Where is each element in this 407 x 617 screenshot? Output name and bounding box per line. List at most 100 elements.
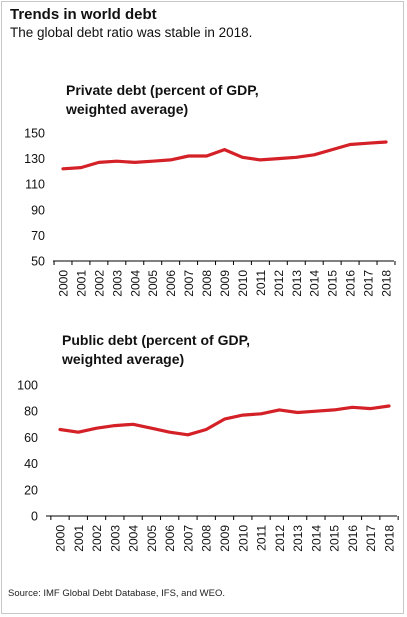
public-x-tick-label: 2011 (255, 525, 269, 551)
private-debt-point (366, 142, 370, 145)
public-y-tick-label: 100 (17, 379, 38, 393)
private-debt-point (133, 161, 136, 164)
private-debt-point (277, 157, 280, 160)
public-debt-point (205, 428, 208, 431)
public-debt-point (150, 427, 153, 430)
public-debt-point (131, 423, 135, 426)
public-x-tick-label: 2002 (90, 525, 104, 552)
private-debt-point (348, 143, 352, 146)
public-debt-point (296, 411, 299, 414)
private-x-tick-label: 2015 (326, 270, 340, 297)
private-x-tick-label: 2001 (74, 270, 88, 297)
public-debt-point (332, 408, 336, 412)
private-y-tick-label: 90 (31, 203, 45, 217)
public-debt-point (113, 424, 117, 427)
public-debt-point (369, 407, 372, 410)
public-debt-point (241, 413, 244, 417)
public-x-tick-label: 2004 (127, 525, 141, 552)
public-x-tick-label: 2018 (383, 525, 397, 552)
private-debt-point (61, 167, 65, 171)
private-x-tick-label: 2016 (344, 270, 358, 297)
private-x-tick-label: 2009 (218, 270, 232, 297)
public-y-tick-label: 0 (31, 510, 38, 524)
private-chart-title-line: weighted average) (65, 101, 188, 117)
private-debt-point (330, 148, 334, 151)
private-x-tick-label: 2005 (146, 270, 160, 297)
private-debt-point (384, 140, 388, 144)
private-x-tick-label: 2007 (182, 270, 196, 297)
private-y-tick-label: 130 (24, 152, 45, 166)
private-x-tick-label: 2017 (362, 270, 376, 297)
public-x-tick-label: 2000 (54, 525, 68, 552)
private-chart-title-line: Private debt (percent of GDP, (66, 82, 259, 98)
public-x-tick-label: 2016 (346, 525, 360, 552)
private-x-tick-label: 2003 (110, 270, 124, 297)
public-x-tick-label: 2008 (200, 525, 214, 552)
private-x-tick-label: 2006 (164, 270, 178, 297)
public-debt-point (223, 417, 226, 421)
private-debt-line (61, 140, 388, 171)
public-y-tick-label: 20 (24, 483, 38, 497)
public-debt-chart: Public debt (percent of GDP, weighted ave… (17, 332, 399, 552)
public-x-tick-label: 2012 (273, 525, 287, 552)
private-x-tick-label: 2004 (128, 270, 142, 297)
public-y-tick-label: 80 (24, 405, 38, 419)
private-debt-point (115, 159, 119, 163)
private-debt-point (205, 154, 208, 158)
private-debt-chart: Private debt (percent of GDP, weighted av… (24, 82, 396, 297)
public-x-tick-label: 2003 (108, 525, 122, 552)
public-x-tick-label: 2005 (145, 525, 159, 552)
private-x-tick-label: 2012 (272, 270, 286, 297)
private-debt-point (79, 166, 83, 169)
public-x-tick-label: 2014 (309, 525, 323, 552)
private-y-tick-label: 110 (25, 178, 45, 192)
public-x-tick-label: 2010 (236, 525, 250, 552)
private-debt-point (97, 161, 101, 164)
figure-subtitle: The global debt ratio was stable in 2018… (10, 25, 253, 40)
public-debt-point (351, 406, 354, 409)
public-x-tick-label: 2006 (163, 525, 177, 552)
public-debt-point (259, 412, 263, 416)
public-debt-point (77, 430, 80, 434)
private-debt-point (187, 154, 190, 158)
private-x-tick-label: 2013 (290, 270, 304, 297)
public-x-tick-label: 2007 (181, 525, 195, 552)
private-debt-point (169, 158, 172, 162)
public-debt-point (278, 408, 281, 412)
private-y-tick-label: 70 (31, 229, 45, 243)
public-x-tick-label: 2017 (364, 525, 378, 552)
figure-title: Trends in world debt (10, 6, 157, 23)
public-debt-line (58, 404, 391, 437)
private-debt-point (241, 156, 244, 159)
public-debt-point (95, 427, 98, 430)
private-x-tick-label: 2002 (92, 270, 106, 297)
public-debt-point (58, 428, 62, 431)
private-x-tick-label: 2000 (57, 270, 71, 297)
private-y-tick-label: 150 (24, 127, 45, 141)
public-y-tick-label: 40 (24, 457, 38, 471)
public-chart-title-line: Public debt (percent of GDP, (62, 332, 250, 348)
public-debt-point (168, 430, 171, 434)
private-y-tick-label: 50 (31, 255, 45, 269)
private-debt-point (151, 159, 154, 163)
public-debt-point (186, 433, 190, 436)
public-x-tick-label: 2009 (218, 525, 232, 552)
private-x-tick-label: 2018 (380, 270, 394, 297)
private-debt-point (295, 156, 298, 159)
public-x-tick-label: 2013 (291, 525, 305, 552)
private-x-tick-label: 2010 (236, 270, 250, 297)
source-note: Source: IMF Global Debt Database, IFS, a… (8, 588, 226, 599)
private-x-tick-label: 2011 (254, 270, 268, 296)
private-x-tick-label: 2014 (308, 270, 322, 297)
private-x-tick-label: 2008 (200, 270, 214, 297)
private-debt-point (259, 158, 262, 162)
public-debt-point (387, 404, 391, 408)
public-x-tick-label: 2001 (72, 525, 86, 552)
public-x-tick-label: 2015 (328, 525, 342, 552)
private-debt-point (313, 153, 316, 156)
public-chart-title-line: weighted average) (61, 351, 184, 367)
public-y-tick-label: 60 (24, 431, 38, 445)
private-debt-point (223, 148, 226, 151)
